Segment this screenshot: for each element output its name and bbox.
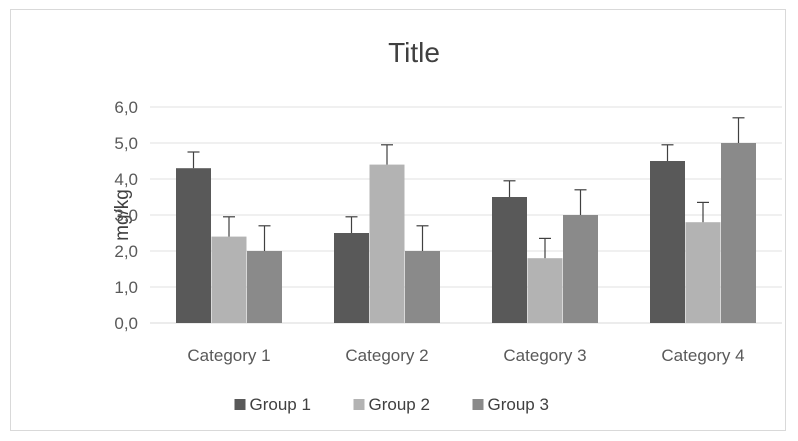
bar-group-3-category-1 (247, 251, 282, 323)
x-tick-label: Category 3 (503, 346, 586, 365)
bars (176, 143, 756, 323)
legend-swatch-group-3 (472, 399, 484, 410)
bar-group-1-category-2 (334, 233, 369, 323)
y-tick-label: 6,0 (114, 98, 138, 117)
y-tick-label: 4,0 (114, 170, 138, 189)
bar-group-2-category-2 (369, 164, 405, 323)
chart-title: Title (388, 37, 440, 68)
y-tick-labels: 0,0 1,0 2,0 3,0 4,0 5,0 6,0 (114, 98, 138, 333)
y-tick-label: 0,0 (114, 314, 138, 333)
legend-label-group-3: Group 3 (488, 395, 549, 414)
x-tick-label: Category 4 (661, 346, 744, 365)
legend: Group 1 Group 2 Group 3 (234, 395, 549, 414)
y-tick-label: 5,0 (114, 134, 138, 153)
error-bars (187, 117, 745, 259)
bar-group-3-category-2 (405, 251, 440, 323)
legend-label-group-2: Group 2 (369, 395, 430, 414)
x-tick-label: Category 2 (345, 346, 428, 365)
legend-swatch-group-2 (353, 399, 365, 410)
bar-group-2-category-3 (527, 258, 563, 323)
bar-group-3-category-4 (721, 143, 756, 323)
y-axis-label: mg/kg (112, 189, 133, 241)
bar-group-3-category-3 (563, 215, 598, 323)
bar-group-1-category-3 (492, 197, 527, 323)
bar-group-2-category-1 (211, 236, 247, 323)
y-tick-label: 3,0 (114, 206, 138, 225)
x-tick-labels: Category 1 Category 2 Category 3 Category 4 (187, 346, 744, 365)
y-tick-label: 2,0 (114, 242, 138, 261)
legend-swatch-group-1 (234, 399, 246, 410)
bar-group-1-category-1 (176, 168, 211, 323)
bar-group-1-category-4 (650, 161, 685, 323)
legend-label-group-1: Group 1 (250, 395, 311, 414)
bar-group-2-category-4 (685, 222, 721, 323)
y-tick-label: 1,0 (114, 278, 138, 297)
x-tick-label: Category 1 (187, 346, 270, 365)
